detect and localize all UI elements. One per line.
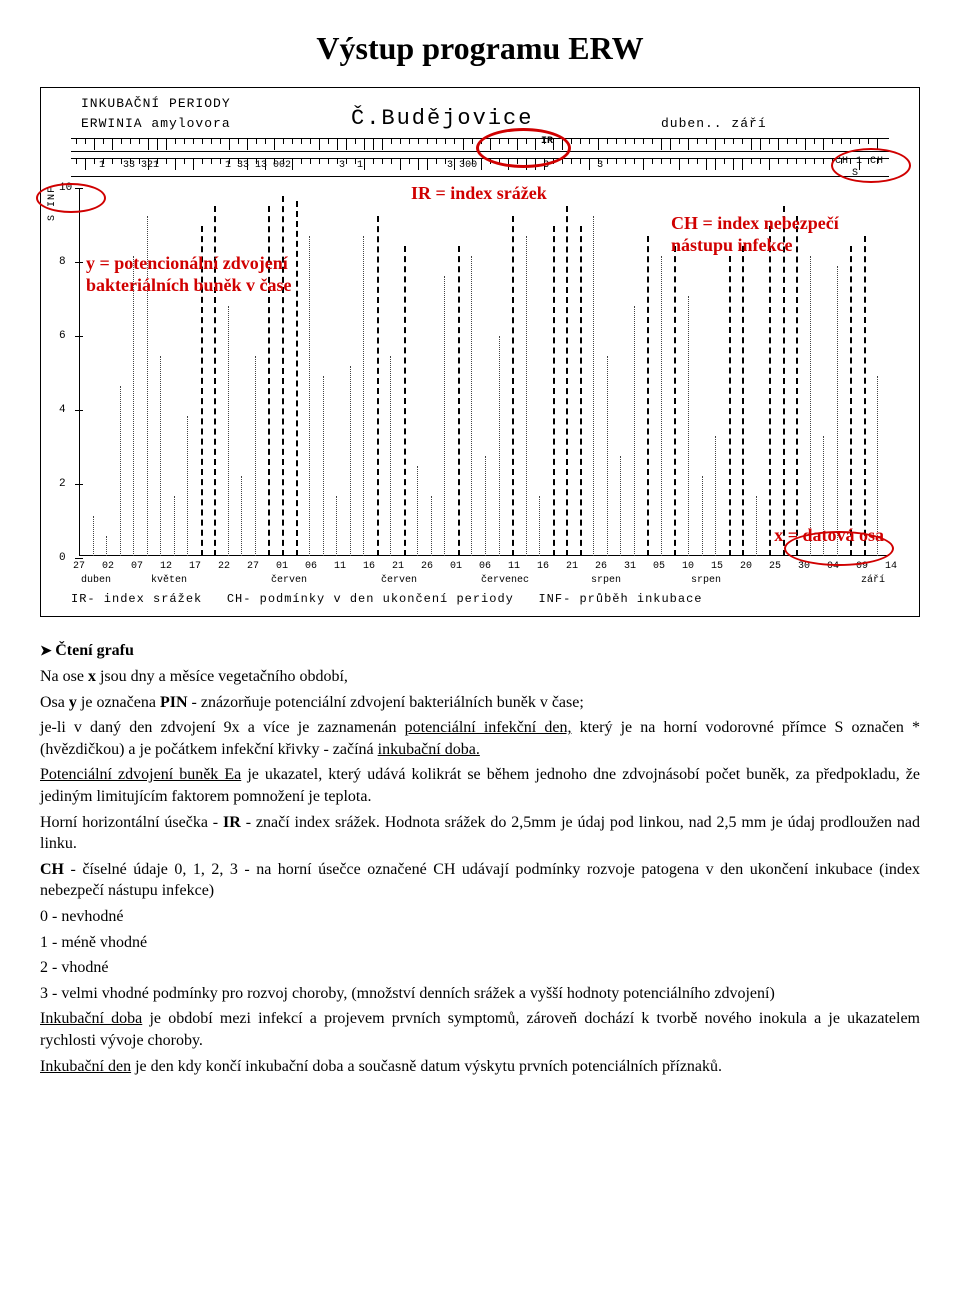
para-6: CH - číselné údaje 0, 1, 2, 3 - na horní… [40, 859, 920, 902]
annotation-ch: CH = index nebezpečínástupu infekce [671, 213, 839, 256]
para-8: Inkubační den je den kdy končí inkubační… [40, 1056, 920, 1078]
annotation-ir: IR = index srážek [411, 183, 547, 204]
annotation-y: y = potencionální zdvojeníbakteriálních … [86, 253, 292, 296]
li-2: 2 - vhodné [40, 957, 920, 979]
para-5: Horní horizontální úsečka - IR - značí i… [40, 812, 920, 855]
section-heading: Čtení grafu [40, 642, 920, 660]
chart-header-2: ERWINIA amylovora [81, 116, 231, 131]
para-1: Na ose x jsou dny a měsíce vegetačního o… [40, 666, 920, 688]
li-1: 1 - méně vhodné [40, 932, 920, 954]
chart-header-1: INKUBAČNÍ PERIODY [81, 96, 231, 111]
annotation-x: x = datová osa [774, 525, 884, 546]
chart-container: INKUBAČNÍ PERIODY ERWINIA amylovora Č.Bu… [40, 87, 920, 617]
li-3: 3 - velmi vhodné podmínky pro rozvoj cho… [40, 983, 920, 1005]
chart-period: duben.. září [661, 116, 767, 131]
chart-location: Č.Budějovice [351, 106, 533, 131]
top-axis-base [71, 176, 889, 177]
page-title: Výstup programu ERW [40, 30, 920, 67]
chart-footer-legend: IR- index srážek CH- podmínky v den ukon… [71, 592, 889, 606]
para-2: Osa y je označena PIN - znázorňuje poten… [40, 692, 920, 714]
red-ellipse-ch [831, 148, 911, 183]
section-heading-text: Čtení grafu [55, 642, 134, 659]
red-ellipse-yaxis [36, 183, 106, 213]
para-4: Potenciální zdvojení buněk Ea je ukazate… [40, 764, 920, 807]
para-7: Inkubační doba je období mezi infekcí a … [40, 1008, 920, 1051]
li-0: 0 - nevhodné [40, 906, 920, 928]
para-3: je-li v daný den zdvojení 9x a více je z… [40, 717, 920, 760]
red-ellipse-ir [476, 128, 571, 168]
